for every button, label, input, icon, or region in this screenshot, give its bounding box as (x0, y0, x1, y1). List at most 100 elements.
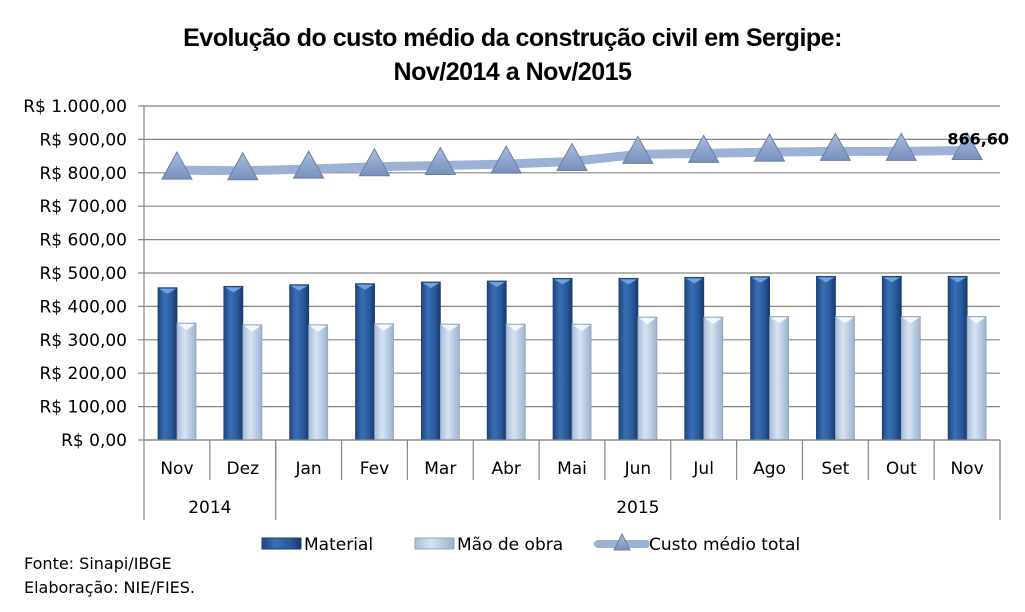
bar-material (947, 275, 968, 441)
chart-subtitle: Nov/2014 a Nov/2015 (393, 58, 632, 86)
bar-mao-de-obra (900, 316, 921, 441)
data-label-866-60: 866,60 (947, 130, 1009, 149)
y-tick-label: R$ 700,00 (39, 197, 127, 217)
x-tick-label: Mar (424, 459, 456, 479)
marker-custo-medio-total (687, 134, 720, 163)
bar-material-cap (159, 288, 176, 294)
bar-mao-de-obra-cap (836, 317, 854, 324)
bar-mao-de-obra (637, 316, 658, 441)
year-label: 2014 (188, 498, 231, 518)
y-tick-label: R$ 100,00 (39, 398, 127, 418)
bar-material (881, 275, 902, 441)
bar-material (684, 276, 705, 441)
bar-material (750, 276, 771, 441)
x-tick-label: Jan (295, 459, 322, 479)
legend-label-custo-medio-total: Custo médio total (649, 535, 800, 555)
bar-material-cap (554, 279, 572, 285)
bar-material-cap (422, 283, 440, 289)
bar-mao-de-obra (439, 323, 460, 441)
x-tick-label: Ago (753, 459, 786, 479)
bar-mao-de-obra (176, 322, 197, 441)
x-tick-label: Fev (360, 459, 389, 479)
marker-custo-medio-total (226, 151, 259, 181)
bar-mao-de-obra (242, 324, 263, 441)
x-tick-label: Mai (557, 459, 587, 479)
legend-marker-triangle-icon (613, 532, 631, 551)
source-note: Fonte: Sinapi/IBGE (24, 554, 172, 573)
bar-material (486, 280, 507, 441)
bar-material (289, 284, 310, 441)
legend-label-mao-de-obra: Mão de obra (457, 535, 563, 555)
y-tick-label: R$ 0,00 (61, 431, 127, 451)
chart-title: Evolução do custo médio da construção ci… (183, 24, 842, 52)
y-tick-label: R$ 800,00 (39, 164, 127, 184)
bar-mao-de-obra-cap (375, 324, 393, 331)
bar-mao-de-obra-cap (638, 318, 656, 325)
bar-material (355, 283, 375, 441)
y-tick-label: R$ 300,00 (39, 331, 127, 351)
x-tick-label: Jul (692, 459, 714, 479)
y-tick-label: R$ 900,00 (39, 130, 127, 150)
bar-material-cap (949, 277, 967, 283)
legend-item-material: Material (261, 535, 373, 555)
marker-custo-medio-total (951, 131, 983, 161)
bar-material (816, 275, 836, 441)
credit-note: Elaboração: NIE/FIES. (24, 578, 196, 597)
marker-custo-medio-total (621, 135, 654, 164)
bar-mao-de-obra-cap (770, 317, 788, 324)
bar-material (157, 287, 178, 441)
x-tick-label: Nov (160, 459, 193, 479)
marker-custo-medio-total (556, 142, 588, 171)
marker-custo-medio-total (885, 132, 918, 161)
legend-item-custo-medio-total: Custo médio total (594, 532, 800, 555)
y-tick-label: R$ 200,00 (39, 364, 127, 384)
marker-custo-medio-total (753, 133, 786, 162)
bar-mao-de-obra (374, 323, 394, 441)
bar-mao-de-obra (571, 323, 592, 441)
bar-material (618, 277, 639, 441)
marker-custo-medio-total (490, 145, 523, 174)
y-tick-label: R$ 600,00 (39, 231, 127, 251)
bar-mao-de-obra (966, 316, 987, 441)
bar-material-cap (817, 277, 835, 283)
year-label: 2015 (616, 498, 659, 518)
legend-item-mao-de-obra: Mão de obra (414, 535, 563, 555)
bar-material-cap (751, 277, 769, 283)
x-tick-label: Abr (491, 459, 520, 479)
bar-mao-de-obra (308, 324, 329, 441)
bar-material-cap (685, 278, 703, 284)
bar-mao-de-obra-cap (441, 325, 459, 332)
bar-mao-de-obra (835, 316, 855, 441)
bar-material-cap (619, 279, 637, 285)
bar-mao-de-obra-cap (243, 325, 261, 332)
bar-material (552, 277, 573, 441)
x-tick-label: Set (821, 459, 849, 479)
bar-material (420, 281, 441, 441)
legend-swatch-mao-de-obra (414, 537, 455, 550)
bar-mao-de-obra (769, 316, 790, 441)
bar-material-cap (356, 284, 374, 290)
legend-label-material: Material (304, 535, 373, 555)
bar-material (223, 285, 244, 441)
y-tick-label: R$ 400,00 (39, 297, 127, 317)
bar-mao-de-obra-cap (178, 324, 195, 331)
bar-mao-de-obra-cap (704, 318, 722, 325)
marker-custo-medio-total (358, 147, 391, 177)
bar-mao-de-obra (505, 323, 526, 441)
bar-mao-de-obra-cap (309, 325, 327, 332)
y-tick-label: R$ 500,00 (39, 264, 127, 284)
bar-mao-de-obra-cap (507, 325, 525, 332)
bar-material-cap (488, 282, 506, 288)
x-tick-label: Jun (624, 459, 652, 479)
x-tick-label: Out (886, 459, 917, 479)
bar-mao-de-obra (703, 316, 724, 441)
legend-swatch-material (261, 537, 302, 550)
bar-material-cap (290, 285, 308, 291)
bar-material-cap (883, 277, 901, 283)
marker-custo-medio-total (424, 146, 457, 175)
marker-custo-medio-total (819, 132, 852, 161)
marker-custo-medio-total (161, 151, 193, 180)
x-tick-label: Nov (950, 459, 983, 479)
marker-custo-medio-total (292, 150, 325, 179)
